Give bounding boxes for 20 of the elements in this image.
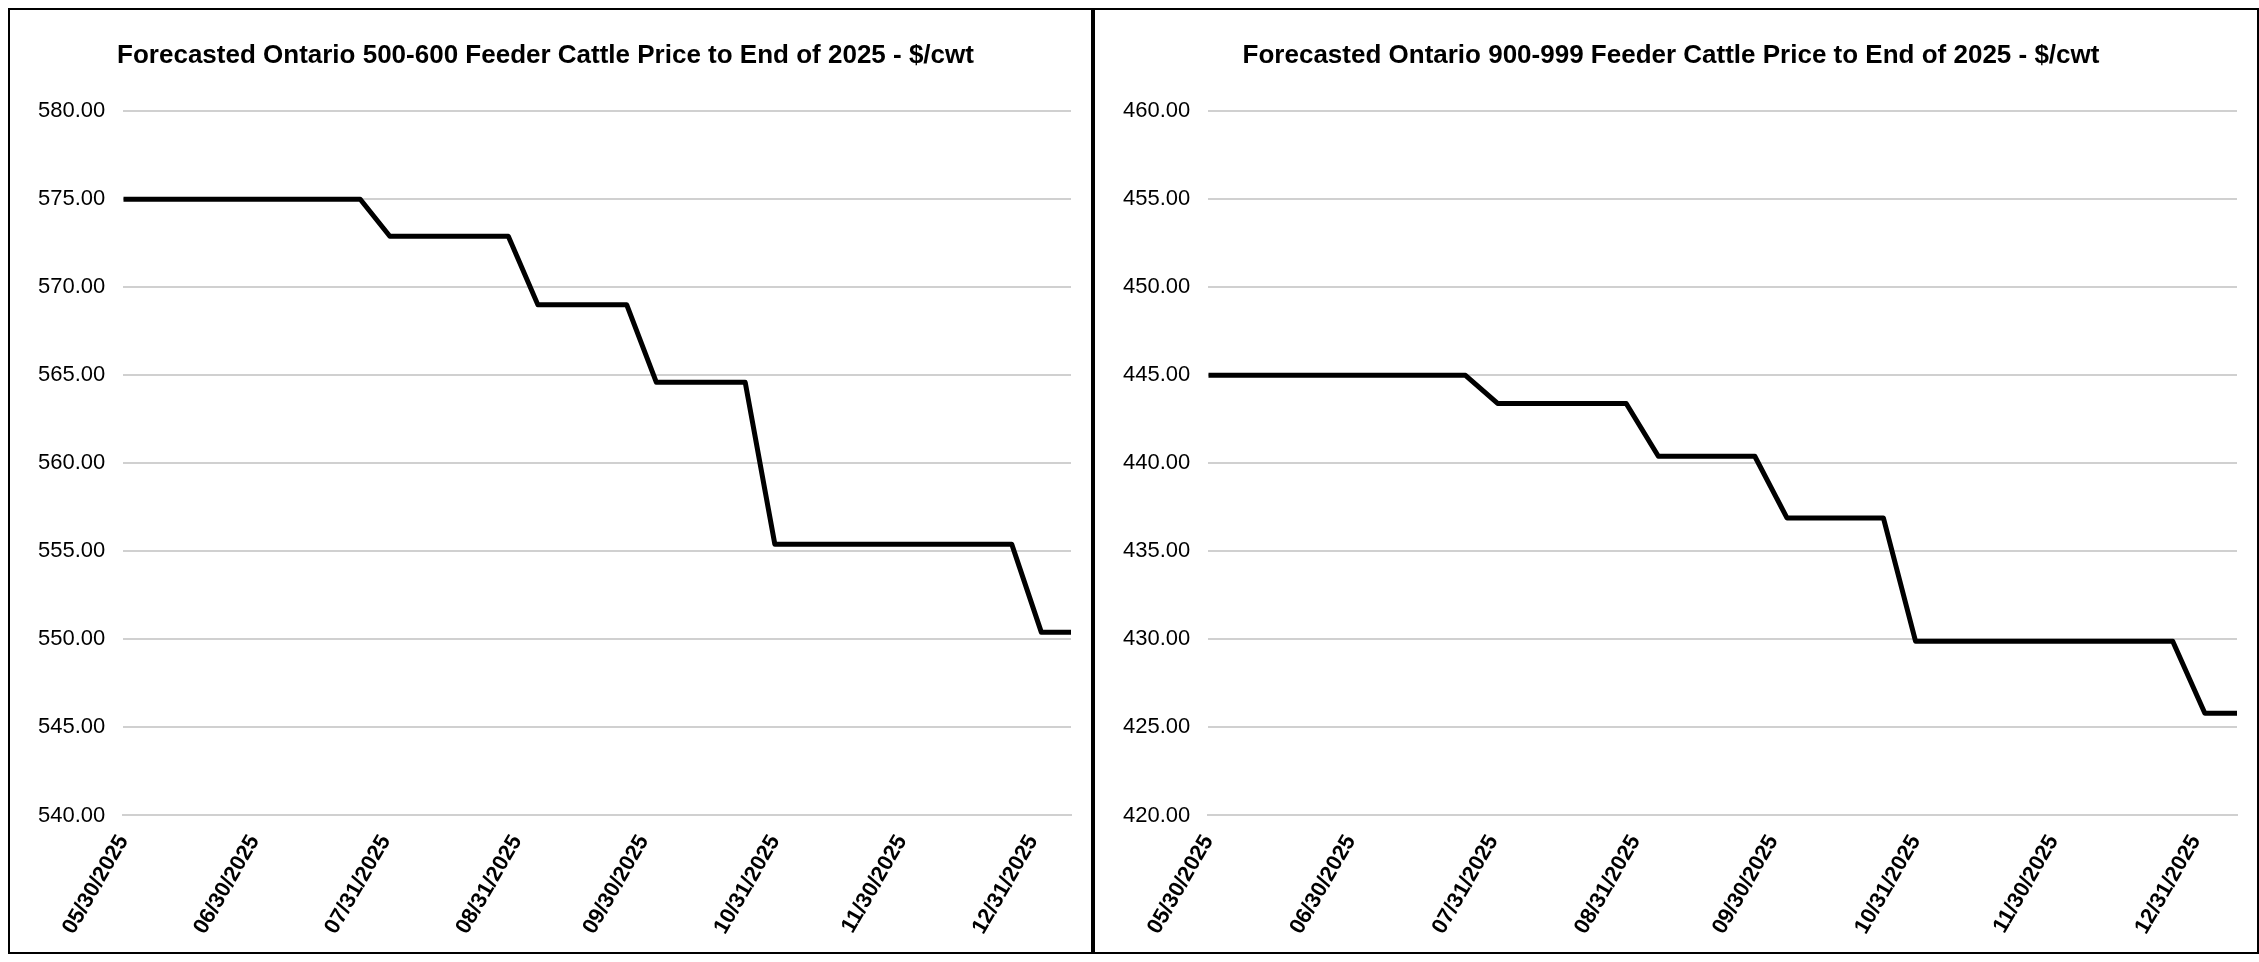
y-tick-label: 540.00 — [37, 801, 106, 827]
y-tick-label: 420.00 — [1122, 801, 1191, 827]
y-tick-label: 455.00 — [1122, 185, 1191, 211]
y-tick-label: 460.00 — [1122, 97, 1191, 123]
chart-title: Forecasted Ontario 500-600 Feeder Cattle Price to End of 2025 - $/cwt — [117, 38, 975, 69]
y-tick-label: 555.00 — [37, 537, 106, 563]
y-tick-label: 550.00 — [37, 625, 106, 651]
y-tick-label: 435.00 — [1122, 537, 1191, 563]
chart-title: Forecasted Ontario 900-999 Feeder Cattle Price to End of 2025 - $/cwt — [1242, 38, 2100, 69]
y-tick-label: 545.00 — [37, 713, 106, 739]
y-tick-label: 570.00 — [37, 273, 106, 299]
y-tick-label: 575.00 — [37, 185, 106, 211]
y-tick-label: 560.00 — [37, 449, 106, 475]
y-tick-label: 440.00 — [1122, 449, 1191, 475]
y-tick-label: 445.00 — [1122, 361, 1191, 387]
y-tick-label: 425.00 — [1122, 713, 1191, 739]
y-tick-label: 565.00 — [37, 361, 106, 387]
y-tick-label: 430.00 — [1122, 625, 1191, 651]
y-tick-label: 580.00 — [37, 97, 106, 123]
y-tick-label: 450.00 — [1122, 273, 1191, 299]
